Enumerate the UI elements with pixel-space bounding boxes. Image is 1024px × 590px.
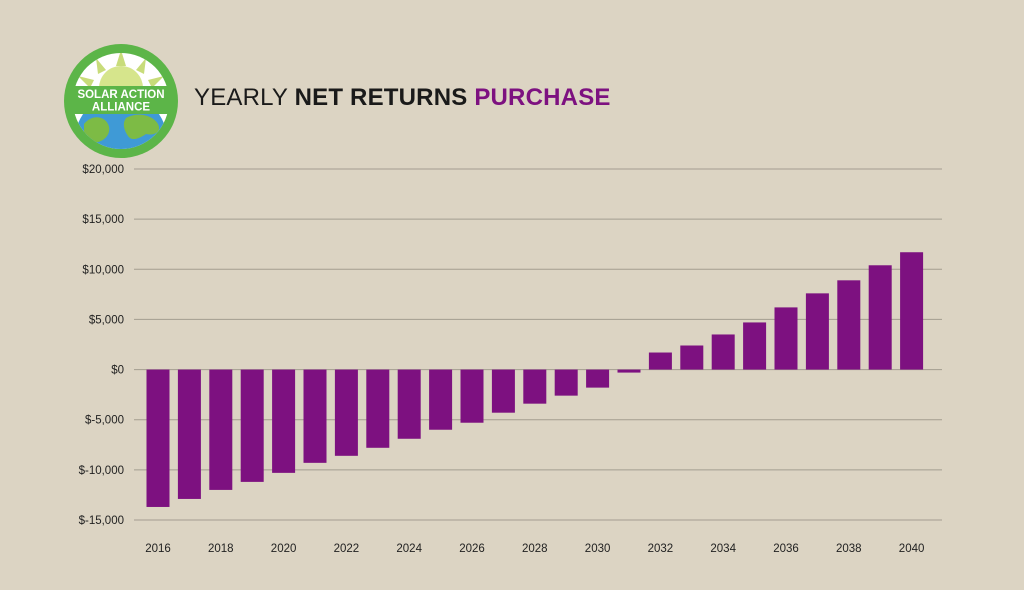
bar-2016: [146, 369, 170, 507]
bars: [146, 252, 924, 507]
x-tick-label: 2030: [585, 543, 611, 555]
bar-2020: [272, 369, 296, 473]
x-tick-label: 2020: [271, 543, 297, 555]
x-tick-label: 2034: [710, 543, 736, 555]
y-tick-label: $20,000: [82, 164, 124, 176]
bar-2034: [711, 334, 735, 370]
x-tick-label: 2038: [836, 543, 862, 555]
y-axis-tick-labels: $20,000 $15,000 $10,000 $5,000 $0 $-5,000 $-10…: [79, 164, 124, 527]
title-part-yearly: YEARLY: [194, 84, 295, 111]
bar-2038: [837, 280, 861, 370]
x-axis-tick-labels: 2016 2018 2020 2022 2024 2026 2028 2030 2032 2034…: [145, 543, 924, 555]
bar-2039: [868, 265, 892, 370]
x-tick-label: 2026: [459, 543, 485, 555]
bar-2025: [429, 369, 453, 430]
bar-2024: [397, 369, 421, 439]
page-title: YEARLY NET RETURNS PURCHASE: [194, 84, 611, 112]
bar-2035: [743, 322, 767, 370]
bar-2026: [460, 369, 484, 423]
logo-text-line2: ALLIANCE: [92, 102, 150, 114]
x-tick-label: 2016: [145, 543, 171, 555]
bar-2021: [303, 369, 327, 463]
bar-2036: [774, 307, 798, 370]
bar-2028: [523, 369, 547, 404]
x-tick-label: 2040: [899, 543, 925, 555]
x-tick-label: 2032: [648, 543, 674, 555]
bar-2031: [617, 369, 641, 373]
logo-text-line1: SOLAR ACTION: [77, 89, 164, 101]
bar-2040: [900, 252, 924, 370]
x-tick-label: 2022: [334, 543, 360, 555]
x-tick-label: 2018: [208, 543, 234, 555]
x-tick-label: 2024: [396, 543, 422, 555]
title-part-net-returns: NET RETURNS: [294, 84, 468, 111]
y-tick-label: $15,000: [82, 214, 124, 226]
y-tick-label: $-15,000: [79, 515, 124, 527]
solar-action-alliance-logo: SOLAR ACTION ALLIANCE: [64, 44, 178, 158]
y-tick-label: $5,000: [89, 314, 124, 326]
bar-2037: [805, 293, 829, 370]
bar-2017: [177, 369, 201, 499]
bar-2023: [366, 369, 390, 448]
bar-2030: [586, 369, 610, 388]
y-tick-label: $-5,000: [85, 415, 124, 427]
x-tick-label: 2028: [522, 543, 548, 555]
y-tick-label: $-10,000: [79, 465, 124, 477]
bar-2018: [209, 369, 233, 490]
bar-2029: [554, 369, 578, 396]
y-tick-label: $10,000: [82, 264, 124, 276]
x-tick-label: 2036: [773, 543, 799, 555]
bar-2033: [680, 345, 704, 370]
bar-2022: [334, 369, 358, 456]
title-part-purchase: PURCHASE: [467, 84, 611, 111]
y-tick-label: $0: [111, 365, 124, 377]
bar-2032: [648, 352, 672, 370]
logo-banner: [72, 86, 170, 114]
bar-2027: [491, 369, 515, 413]
bar-2019: [240, 369, 264, 482]
